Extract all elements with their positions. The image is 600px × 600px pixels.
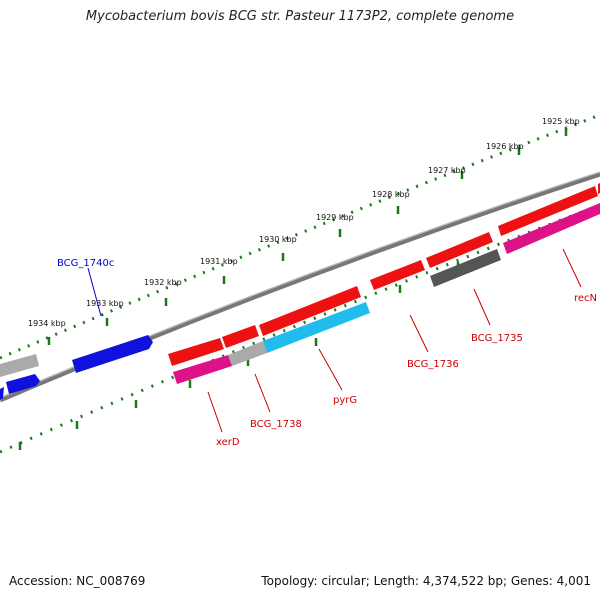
scale-label-1929: 1929 kbp (316, 213, 354, 222)
accession-text: Accession: NC_008769 (9, 574, 146, 588)
label-bcg-1735[interactable]: BCG_1735 (471, 333, 523, 344)
gene-pyrg[interactable] (263, 302, 370, 353)
label-bcg-1738[interactable]: BCG_1738 (250, 419, 302, 430)
gene-recn-rev[interactable] (503, 203, 600, 254)
scale-label-1927: 1927 kbp (428, 166, 466, 175)
gene-xerd-fwd[interactable] (168, 338, 224, 366)
label-pyrg[interactable]: pyrG (333, 395, 357, 406)
gene-pyrg-fwd[interactable] (259, 286, 361, 336)
gene-xerd[interactable] (173, 355, 232, 384)
scale-label-1925: 1925 kbp (542, 117, 580, 126)
label-bcg-1740c[interactable]: BCG_1740c (57, 258, 114, 269)
gene-bcg-1738[interactable] (228, 341, 267, 366)
gene-left-blue[interactable] (6, 374, 40, 394)
gene-bcg-1736-fwd[interactable] (370, 260, 425, 290)
gene-1738-fwd[interactable] (222, 325, 259, 348)
outer-scale-ring (0, 113, 600, 360)
gene-left-gray[interactable] (0, 354, 39, 377)
gene-bcg-1735[interactable] (430, 249, 501, 287)
scale-label-1930: 1930 kbp (259, 235, 297, 244)
outer-major-ticks (47, 128, 568, 345)
label-bcg-1736[interactable]: BCG_1736 (407, 359, 459, 370)
scale-label-1934: 1934 kbp (28, 319, 66, 328)
gene-left-edge-blue[interactable] (0, 387, 4, 400)
label-leaders (87, 248, 582, 433)
gene-bcg-1740c-block[interactable] (72, 335, 153, 373)
map-title: Mycobacterium bovis BCG str. Pasteur 117… (85, 9, 515, 24)
label-xerd[interactable]: xerD (216, 437, 240, 448)
genome-summary-text: Topology: circular; Length: 4,374,522 bp… (261, 574, 591, 588)
scale-label-1932: 1932 kbp (144, 278, 182, 287)
gene-recn-block[interactable] (498, 186, 598, 236)
forward-strand-genes (0, 183, 600, 400)
scale-label-1933: 1933 kbp (86, 299, 124, 308)
scale-label-1931: 1931 kbp (200, 257, 238, 266)
reverse-strand-genes (173, 203, 600, 384)
scale-label-1928: 1928 kbp (372, 190, 410, 199)
gene-bcg-1735-fwd[interactable] (426, 232, 493, 268)
scale-label-1926: 1926 kbp (486, 142, 524, 151)
label-recn[interactable]: recN (574, 293, 597, 304)
